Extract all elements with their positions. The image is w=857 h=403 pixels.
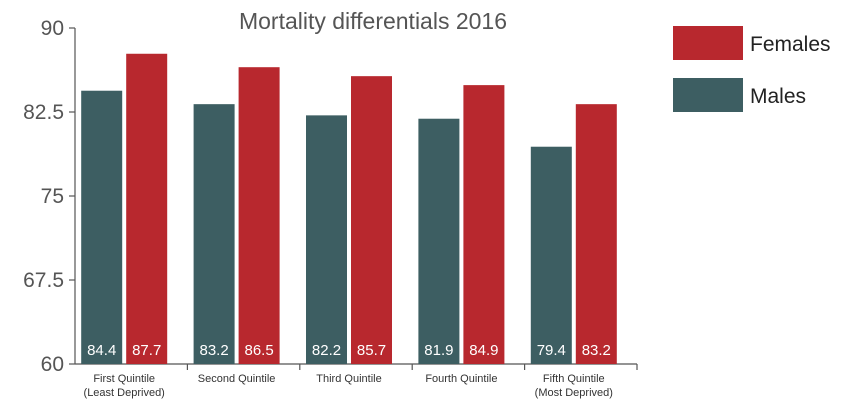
x-tick-label: (Least Deprived) — [84, 387, 165, 399]
legend-label-males: Males — [750, 85, 806, 108]
data-label: 83.2 — [199, 342, 228, 359]
bar-males-4 — [418, 118, 460, 364]
data-label: 83.2 — [582, 342, 611, 359]
data-label: 81.9 — [424, 342, 453, 359]
legend: Females Males — [673, 26, 831, 112]
y-tick-label: 75 — [41, 185, 64, 208]
data-label: 85.7 — [357, 342, 386, 359]
y-tick-label: 67.5 — [23, 269, 64, 292]
bar-males-2 — [193, 104, 235, 364]
bar-females-1 — [126, 53, 168, 364]
bar-females-4 — [463, 85, 505, 365]
data-label: 84.9 — [469, 342, 498, 359]
data-label: 87.7 — [132, 342, 161, 359]
axes: 60 67.5 75 82.5 90 First Quintile (Least Depri… — [23, 17, 638, 399]
bar-females-2 — [238, 67, 280, 364]
data-label: 82.2 — [312, 342, 341, 359]
bar-males-1 — [81, 90, 123, 364]
y-tick-label: 90 — [41, 17, 64, 40]
data-label: 79.4 — [537, 342, 566, 359]
x-tick-label: (Most Deprived) — [535, 387, 613, 399]
bar-males-3 — [306, 115, 347, 364]
bar-females-3 — [351, 76, 392, 364]
bar-males-5 — [530, 146, 572, 364]
data-label: 86.5 — [244, 342, 273, 359]
data-label: 84.4 — [87, 342, 116, 359]
x-tick-label: Fourth Quintile — [425, 373, 497, 385]
bars: 84.4 87.7 83.2 86.5 82.2 85.7 81.9 84.9 79.4 83.2 — [81, 53, 617, 365]
x-tick-label: Fifth Quintile — [543, 373, 605, 385]
x-tick-label: Third Quintile — [316, 373, 381, 385]
x-tick-label: First Quintile — [93, 373, 155, 385]
y-tick-label: 82.5 — [23, 101, 64, 124]
legend-swatch-males — [673, 78, 743, 112]
x-tick-label: Second Quintile — [198, 373, 276, 385]
legend-label-females: Females — [750, 33, 831, 56]
legend-swatch-females — [673, 26, 743, 60]
chart-title: Mortality differentials 2016 — [239, 8, 507, 34]
y-tick-label: 60 — [41, 353, 64, 376]
bar-females-5 — [575, 104, 617, 364]
